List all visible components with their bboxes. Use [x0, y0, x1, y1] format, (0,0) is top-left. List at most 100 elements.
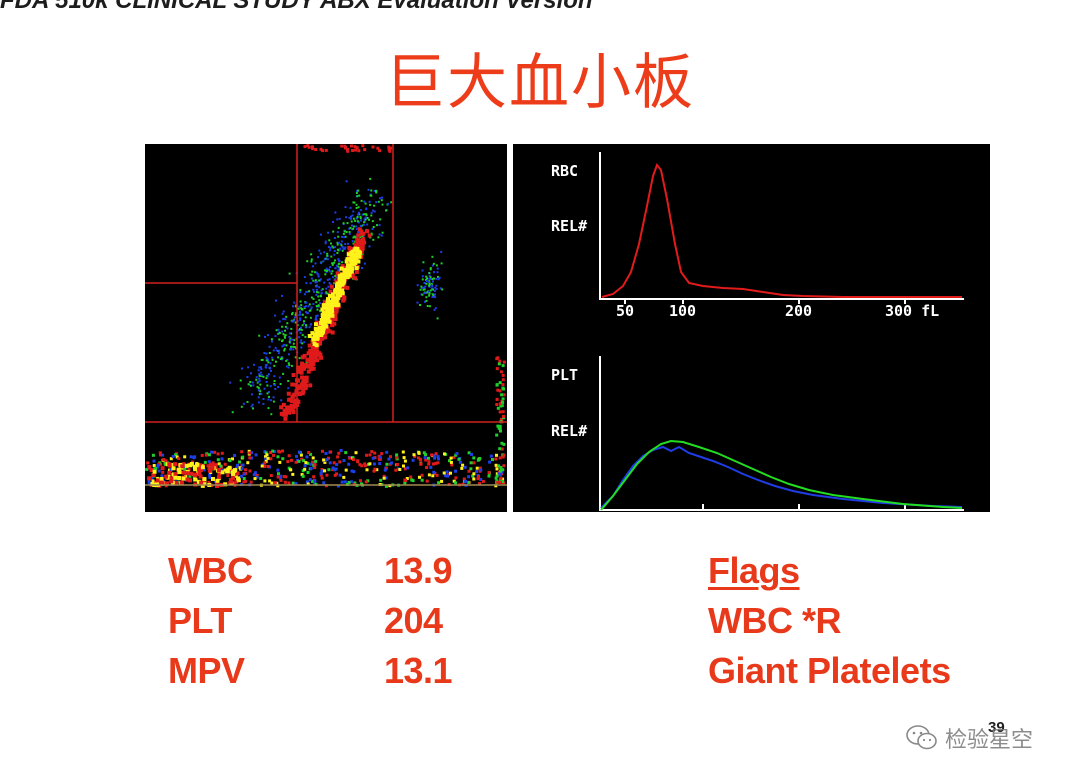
scatter-dot	[312, 288, 315, 291]
scatter-dot	[324, 269, 326, 272]
scatter-dot	[321, 314, 325, 319]
scatter-dot	[299, 331, 302, 334]
scatter-dot	[419, 304, 422, 306]
scatter-dot	[461, 482, 465, 486]
scatter-dot	[359, 231, 364, 236]
scatter-dot	[256, 385, 259, 388]
scatter-dot	[316, 308, 319, 311]
scatter-dot	[260, 464, 264, 468]
scatter-dot	[349, 480, 353, 484]
scatter-dot	[313, 479, 317, 483]
scatter-dot	[349, 206, 352, 209]
scatter-dot	[292, 345, 295, 348]
scatter-dot	[310, 273, 313, 276]
scatter-dot	[265, 363, 268, 366]
scatter-dot	[306, 260, 309, 263]
scatter-dot	[330, 299, 335, 304]
scatter-dot	[323, 281, 326, 284]
scatter-dot	[268, 352, 271, 354]
scatter-dot	[258, 334, 261, 337]
scatter-dot	[264, 366, 267, 369]
scatter-dot	[315, 271, 318, 274]
scatter-dot	[220, 470, 225, 475]
scatter-dot	[350, 258, 355, 262]
scatter-dot	[432, 462, 435, 466]
scatter-dot	[429, 267, 432, 270]
scatter-dot	[348, 231, 351, 234]
scatter-dot	[336, 455, 340, 459]
scatter-dot	[429, 277, 432, 280]
scatter-dot	[267, 361, 270, 364]
scatter-dot	[317, 274, 320, 277]
scatter-dot	[303, 464, 307, 468]
scatter-dot	[341, 276, 346, 281]
scatter-dot	[296, 365, 301, 370]
scatter-dot	[344, 268, 349, 273]
scatter-dot	[329, 284, 334, 289]
scatter-dot	[315, 314, 318, 317]
scatter-dot	[327, 468, 331, 472]
scatter-dot	[431, 284, 434, 287]
scatter-dot	[288, 339, 291, 342]
scatter-dot	[251, 403, 254, 406]
scatter-dot	[361, 144, 365, 148]
scatter-dot	[285, 365, 288, 368]
scatter-dot	[425, 275, 428, 278]
scatter-dot	[287, 366, 290, 369]
scatter-dot	[497, 464, 501, 468]
scatter-dot	[348, 232, 351, 235]
scatter-dot	[300, 361, 305, 366]
scatter-dot	[330, 330, 335, 335]
scatter-dot	[293, 398, 298, 403]
scatter-dot	[424, 285, 427, 288]
scatter-dot	[259, 366, 262, 369]
result-name-mpv: MPV	[168, 650, 245, 691]
scatter-dot	[292, 305, 294, 308]
scatter-dot	[292, 342, 295, 345]
scatter-dot	[263, 479, 267, 483]
scatter-dot	[159, 477, 164, 481]
scatter-dot	[258, 377, 261, 380]
scatter-dot	[351, 224, 353, 227]
scatter-dot	[380, 234, 383, 237]
scatter-dot	[421, 275, 424, 278]
scatter-dot	[315, 288, 318, 291]
scatter-dot	[500, 441, 504, 445]
scatter-dot	[257, 389, 260, 392]
scatter-dot	[326, 292, 329, 295]
scatter-dot	[330, 323, 335, 328]
scatter-dot	[315, 301, 318, 304]
scatter-dot	[247, 383, 250, 386]
scatter-dot	[496, 406, 500, 410]
scatter-dot	[287, 397, 292, 402]
scatter-dot	[320, 468, 324, 471]
scatter-dot	[306, 369, 311, 374]
scatter-dot	[239, 379, 242, 382]
scatter-dot	[269, 451, 273, 454]
scatter-dot	[249, 381, 252, 383]
scatter-dot	[202, 477, 207, 482]
scatter-dot	[285, 315, 288, 318]
scatter-dot	[193, 455, 197, 459]
scatter-dot	[329, 266, 332, 269]
scatter-dot	[467, 451, 471, 455]
scatter-dot	[301, 334, 304, 337]
scatter-dot	[147, 479, 151, 483]
scatter-dot	[270, 481, 274, 485]
scatter-dot	[491, 458, 494, 461]
scatter-dot	[319, 252, 322, 255]
scatter-dot	[499, 370, 503, 374]
scatter-dot	[300, 304, 303, 307]
scatter-dot	[287, 380, 290, 382]
scatter-dot	[430, 283, 432, 286]
scatter-dot	[463, 465, 467, 469]
scatter-dot	[344, 243, 347, 245]
scatter-dot	[303, 307, 306, 310]
scatter-dot	[343, 247, 346, 250]
scatter-dot	[282, 475, 286, 478]
scatter-dot	[315, 316, 318, 319]
scatter-dot	[265, 356, 268, 359]
scatter-dot	[301, 342, 304, 345]
scatter-dot	[402, 456, 406, 460]
scatter-dot	[274, 387, 277, 390]
